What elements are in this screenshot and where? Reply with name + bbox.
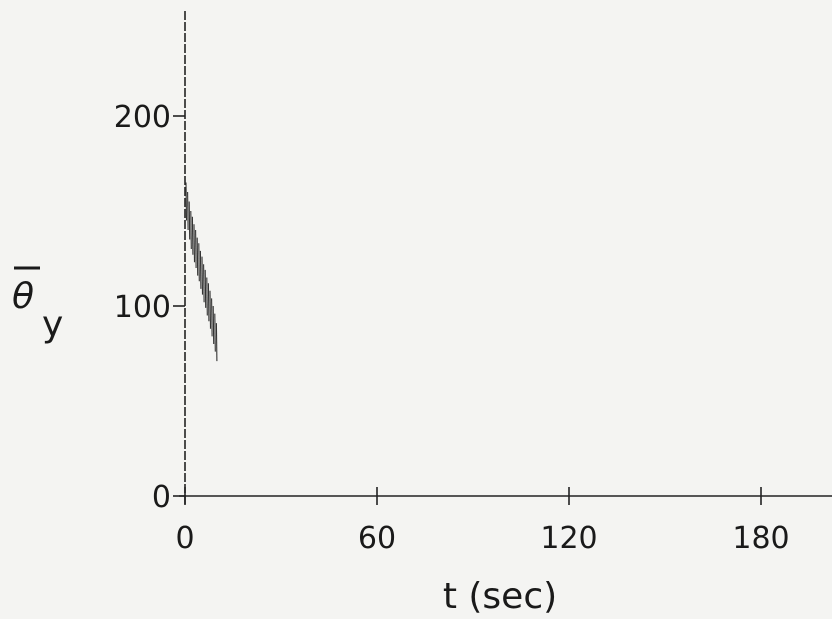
data-point xyxy=(209,290,212,329)
data-point xyxy=(193,224,196,263)
data-point xyxy=(203,264,205,303)
x-axis-label: t (sec) xyxy=(443,576,557,617)
data-point xyxy=(201,256,204,295)
data-point xyxy=(195,229,197,269)
data-point xyxy=(185,182,188,221)
data-marks xyxy=(185,182,218,362)
data-point xyxy=(191,216,194,255)
data-point xyxy=(188,201,191,240)
x-tick-label: 120 xyxy=(540,521,597,556)
data-point xyxy=(196,237,199,276)
data-point xyxy=(206,277,208,316)
data-point xyxy=(214,313,216,352)
data-point xyxy=(204,269,207,308)
data-point xyxy=(187,191,189,231)
y-tick-label: 200 xyxy=(114,100,171,135)
data-point xyxy=(212,305,215,345)
data-point xyxy=(190,210,192,250)
axes xyxy=(179,11,832,504)
x-tick-label: 180 xyxy=(732,521,789,556)
x-tick-label: 60 xyxy=(358,521,396,556)
y-axis-label: θ y xyxy=(12,266,63,345)
data-point xyxy=(211,298,213,337)
data-point xyxy=(198,243,200,282)
y-tick-label: 100 xyxy=(114,290,171,325)
x-axis-ticks: 0 60 120 180 xyxy=(175,487,790,556)
data-point xyxy=(199,250,202,289)
y-tick-label: 0 xyxy=(152,480,171,515)
y-axis-label-symbol: θ xyxy=(12,276,34,317)
y-axis-label-subscript: y xyxy=(42,304,63,345)
data-point xyxy=(215,323,218,362)
data-point xyxy=(207,283,210,322)
x-tick-label: 0 xyxy=(175,521,194,556)
y-axis-ticks: 0 100 200 xyxy=(114,100,185,515)
